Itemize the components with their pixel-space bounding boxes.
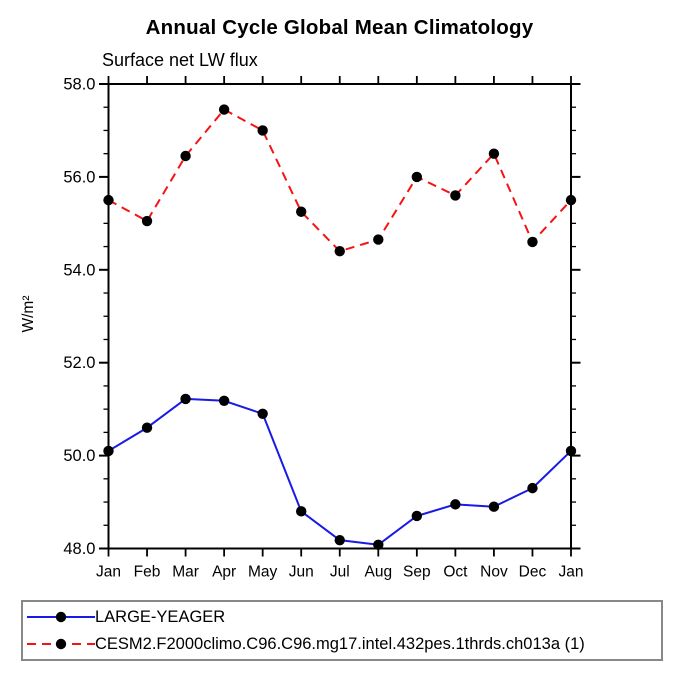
series-marker-0 xyxy=(488,501,500,512)
series-marker-1 xyxy=(411,171,423,183)
series-marker-0 xyxy=(257,408,268,419)
series-marker-0 xyxy=(565,445,577,457)
x-axis-month-label: Mar xyxy=(172,564,199,581)
series-marker-1 xyxy=(334,246,345,257)
series-marker-0 xyxy=(103,445,114,457)
series-marker-0 xyxy=(450,499,461,510)
y-axis-tick-label: 48.0 xyxy=(63,540,95,558)
legend-swatch-blue-solid-icon xyxy=(27,611,95,623)
x-axis-month-label: Sep xyxy=(403,564,431,581)
series-marker-1 xyxy=(373,234,384,245)
plot-frame xyxy=(107,83,572,550)
series-marker-1 xyxy=(450,190,461,201)
legend-box: LARGE-YEAGER CESM2.F2000climo.C96.C96.mg… xyxy=(21,600,663,661)
y-axis-tick-label: 50.0 xyxy=(63,447,95,465)
x-axis-month-label: Jan xyxy=(96,564,121,581)
series-marker-1 xyxy=(565,194,577,206)
x-axis-month-label: Jun xyxy=(289,564,314,581)
x-axis-month-label: Feb xyxy=(134,564,161,581)
chart-canvas: 48.0 50.0 52.0 54.0 56.0 58.0 Jan Feb Mar Apr May J… xyxy=(20,76,584,581)
x-axis-month-label: Apr xyxy=(212,564,236,581)
legend-marker-0 xyxy=(55,611,67,623)
y-axis-tick-label: 54.0 xyxy=(63,261,95,279)
series-marker-1 xyxy=(141,215,153,227)
legend-swatch-red-dashed-icon xyxy=(27,638,95,650)
series-marker-0 xyxy=(180,393,191,405)
series-marker-1 xyxy=(296,206,307,217)
legend-label-large-yeager: LARGE-YEAGER xyxy=(95,607,226,626)
x-axis-month-label: Nov xyxy=(480,564,508,581)
series-marker-0 xyxy=(373,539,384,550)
y-axis-tick-label: 52.0 xyxy=(63,354,95,372)
series-marker-1 xyxy=(488,148,500,159)
series-marker-0 xyxy=(218,395,230,406)
x-axis-month-label: Jan xyxy=(559,564,584,581)
y-axis-title: W/m² xyxy=(20,295,37,332)
chart-title: Annual Cycle Global Mean Climatology xyxy=(145,16,534,39)
series-marker-0 xyxy=(411,510,423,522)
series-marker-0 xyxy=(527,482,538,494)
legend-label-cesm2: CESM2.F2000climo.C96.C96.mg17.intel.432p… xyxy=(95,634,585,653)
y-axis-tick-label: 56.0 xyxy=(63,168,95,186)
series-marker-1 xyxy=(257,125,268,136)
series-marker-1 xyxy=(218,104,230,115)
series-marker-0 xyxy=(334,534,345,546)
series-marker-1 xyxy=(103,194,114,206)
series-marker-0 xyxy=(141,422,153,433)
x-axis-month-label: May xyxy=(248,564,278,581)
x-axis-month-label: Oct xyxy=(443,564,468,581)
legend-item-large-yeager: LARGE-YEAGER xyxy=(27,604,661,631)
series-line-1 xyxy=(108,108,572,253)
legend-marker-1 xyxy=(55,638,67,650)
series-marker-1 xyxy=(180,150,191,162)
series-line-0 xyxy=(107,397,572,546)
x-axis-month-label: Jul xyxy=(330,564,350,581)
x-axis-month-label: Dec xyxy=(519,564,547,581)
series-marker-0 xyxy=(296,506,307,517)
series-marker-1 xyxy=(527,236,538,248)
legend-item-cesm2: CESM2.F2000climo.C96.C96.mg17.intel.432p… xyxy=(27,631,661,658)
chart-subtitle: Surface net LW flux xyxy=(102,50,258,70)
y-axis-tick-label: 58.0 xyxy=(63,76,95,94)
x-axis-month-label: Aug xyxy=(364,564,392,581)
